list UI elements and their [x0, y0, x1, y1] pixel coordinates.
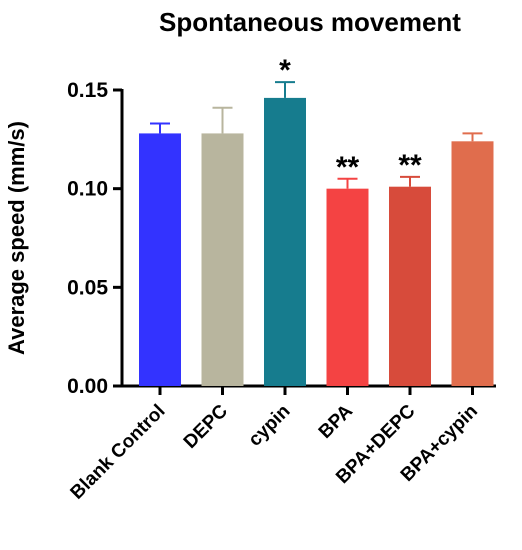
bar: [201, 133, 244, 386]
significance-marks: *** **: [279, 54, 422, 184]
bar: [451, 141, 494, 386]
axes: [120, 89, 496, 388]
x-tick-label: Blank Control: [67, 401, 170, 504]
y-tick-label: 0.10: [67, 178, 108, 201]
x-ticks: Blank Control DEPC cypin BPABPA+DEPCBPA+cyp…: [67, 386, 482, 504]
chart-title: Spontaneous movement: [159, 7, 461, 37]
bar: [389, 186, 431, 386]
bar: [326, 188, 369, 386]
y-tick-label: 0.15: [67, 79, 108, 102]
y-tick-label: 0.00: [67, 375, 108, 398]
y-tick-label: 0.05: [67, 276, 108, 299]
error-bars: [150, 81, 483, 189]
x-tick-label: BPA: [315, 400, 357, 442]
significance-mark: *: [279, 54, 291, 87]
bar: [264, 97, 306, 386]
x-tick-label: DEPC: [180, 400, 232, 452]
x-tick-label: cypin: [245, 401, 295, 451]
significance-mark: **: [398, 149, 422, 182]
y-ticks: 0.00 0.05 0.10 0.15: [67, 79, 122, 398]
significance-mark: **: [336, 151, 360, 184]
bars: [139, 97, 494, 386]
y-axis-label: Average speed (mm/s): [4, 121, 29, 355]
bar: [139, 133, 181, 386]
